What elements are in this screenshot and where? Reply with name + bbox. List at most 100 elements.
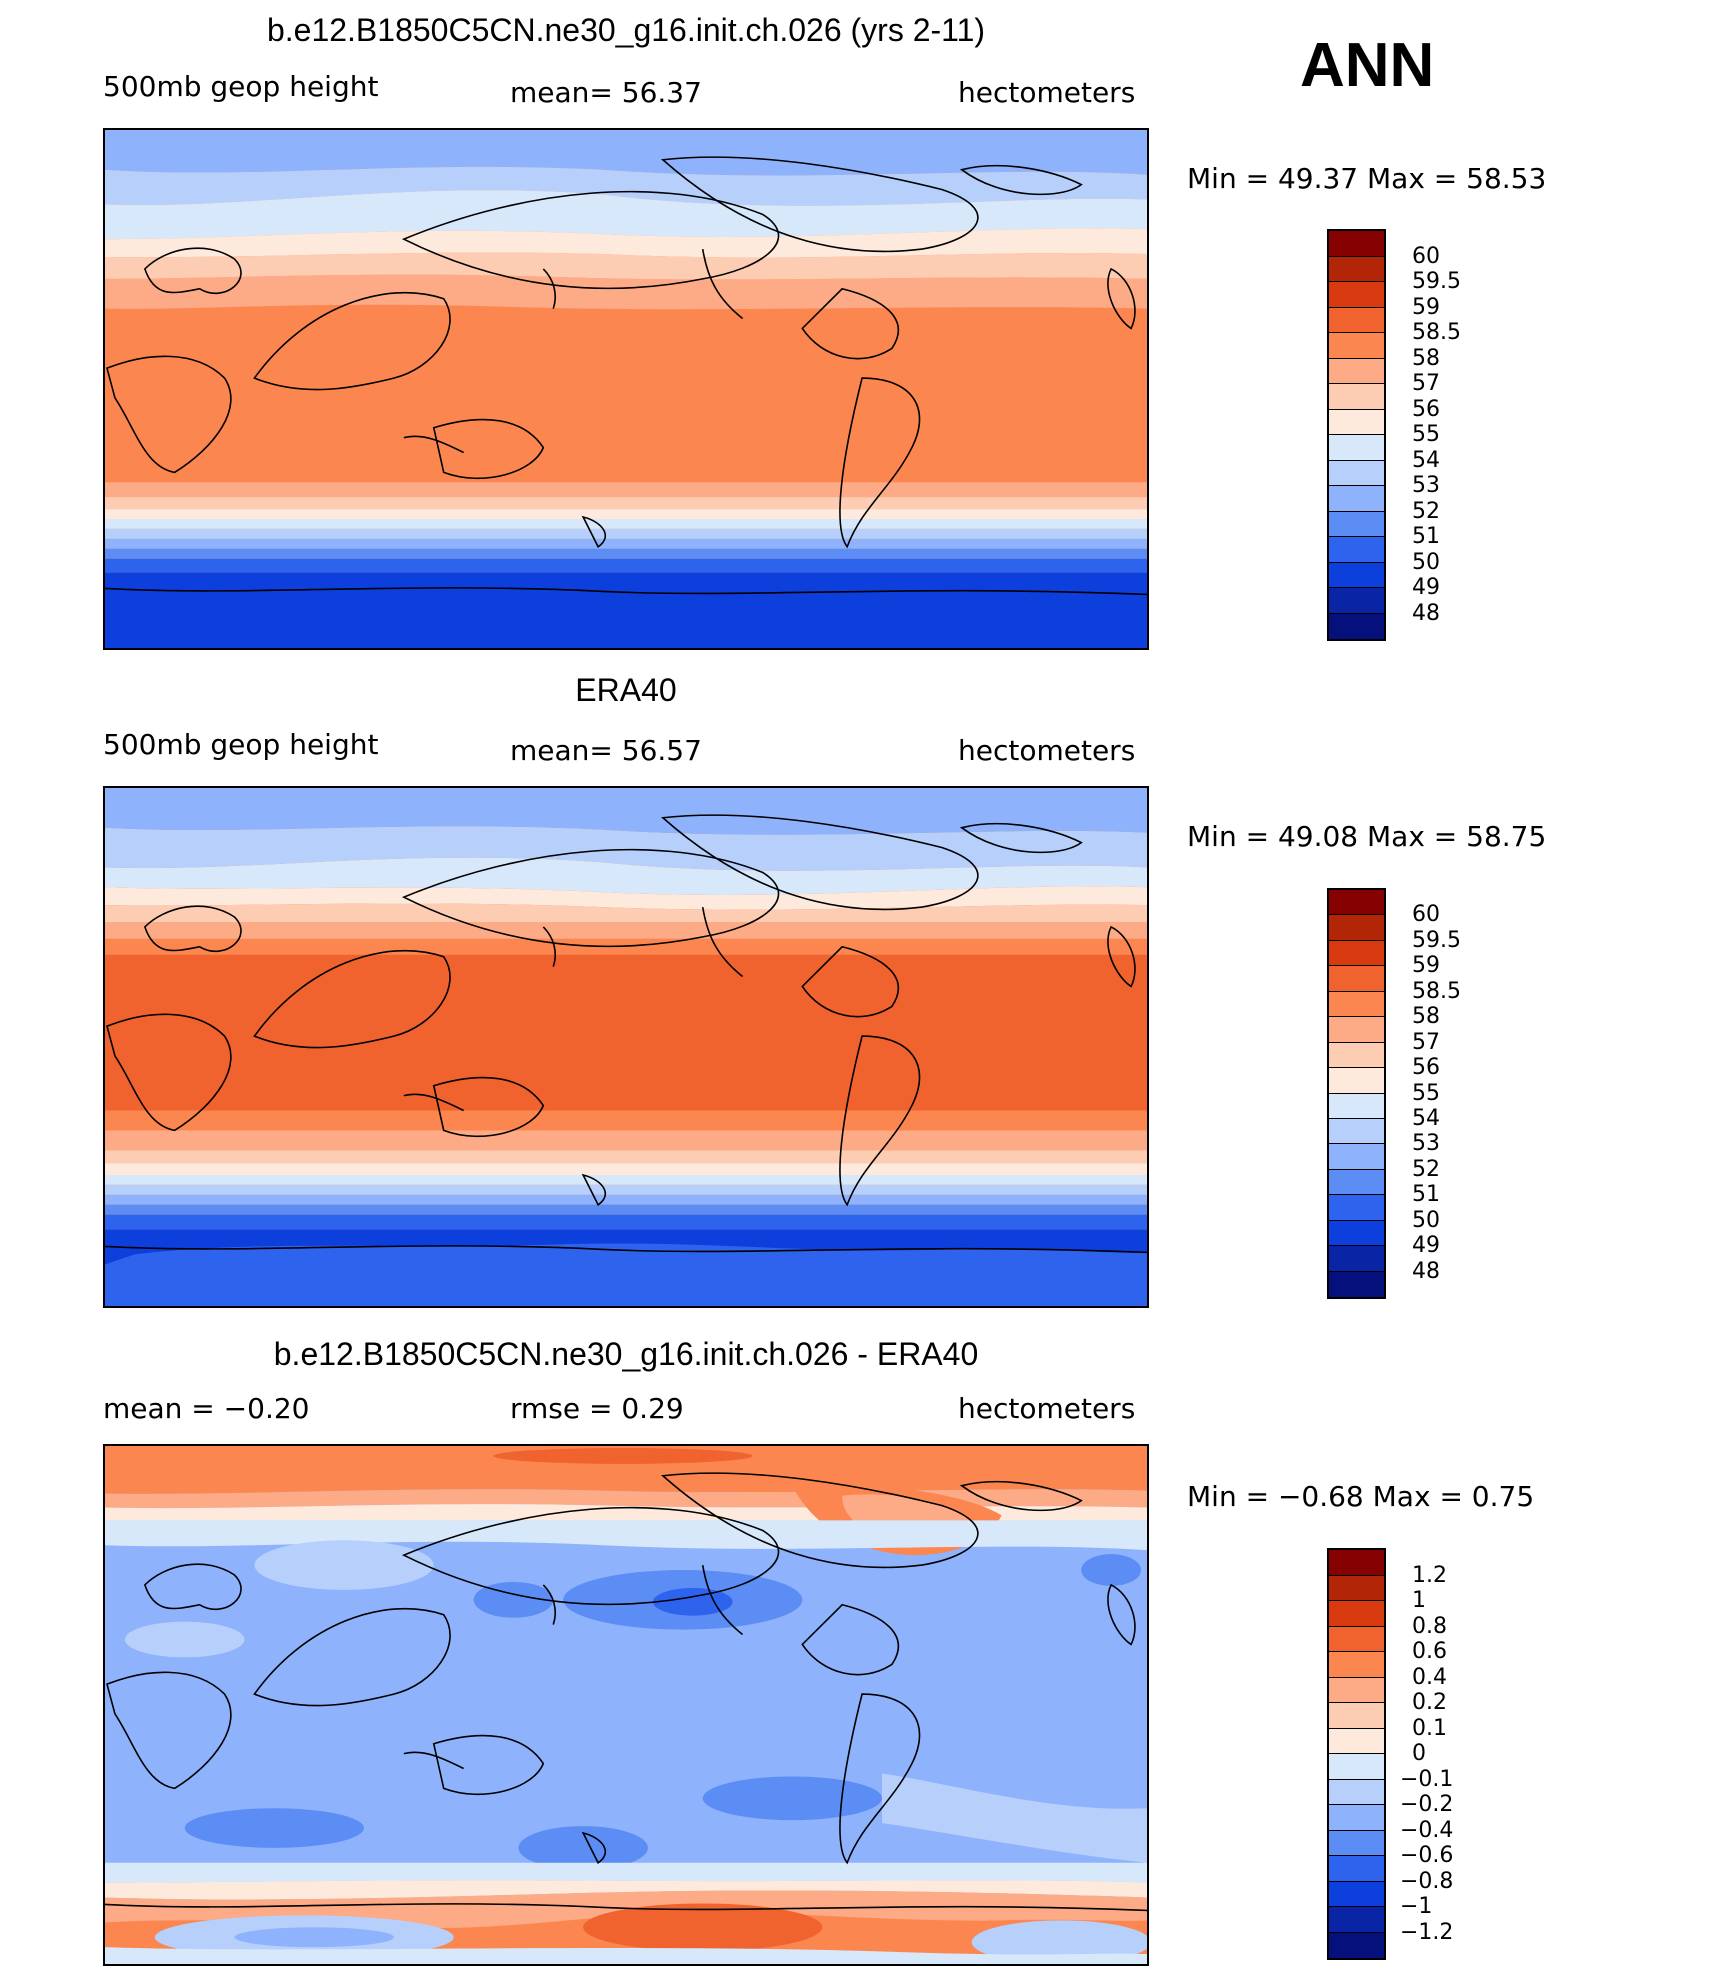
panel1-mean-label: mean= 56.37 bbox=[510, 76, 702, 109]
colorbar-level-label: 59 bbox=[1412, 294, 1440, 320]
colorbar-swatch bbox=[1329, 1907, 1384, 1933]
colorbar-swatch bbox=[1329, 1068, 1384, 1094]
panel1-title: b.e12.B1850C5CN.ne30_g16.init.ch.026 (yr… bbox=[266, 12, 986, 48]
panel2-units-label: hectometers bbox=[958, 734, 1136, 767]
colorbar-level-label: 48 bbox=[1412, 600, 1440, 626]
panel2-map-svg bbox=[105, 788, 1147, 1306]
colorbar-level-label: −0.8 bbox=[1400, 1868, 1454, 1894]
colorbar-swatch bbox=[1329, 1754, 1384, 1780]
colorbar-swatch bbox=[1329, 1881, 1384, 1907]
panel3-map-svg bbox=[105, 1446, 1147, 1964]
colorbar-swatch bbox=[1329, 282, 1384, 308]
colorbar-swatch bbox=[1329, 915, 1384, 941]
colorbar-swatch bbox=[1329, 256, 1384, 282]
colorbar-swatch bbox=[1329, 562, 1384, 588]
colorbar-swatch bbox=[1329, 1601, 1384, 1627]
colorbar-level-label: 49 bbox=[1412, 1233, 1440, 1259]
panel1-variable-label: 500mb geop height bbox=[103, 70, 379, 103]
colorbar-swatch bbox=[1329, 1220, 1384, 1247]
colorbar-level-label: 49 bbox=[1412, 575, 1440, 600]
panel3-units-label: hectometers bbox=[958, 1392, 1136, 1425]
panel3-anomalies bbox=[105, 1446, 1147, 1964]
panel3-title: b.e12.B1850C5CN.ne30_g16.init.ch.026 - E… bbox=[273, 1336, 979, 1372]
panel2-map bbox=[103, 786, 1149, 1308]
colorbar-swatch bbox=[1329, 333, 1384, 359]
colorbar-swatch bbox=[1329, 1118, 1384, 1145]
colorbar-swatch bbox=[1329, 511, 1384, 537]
colorbar-swatch bbox=[1329, 460, 1384, 486]
colorbar-level-label: 56 bbox=[1412, 1055, 1440, 1081]
panel2-min-max: Min = 49.08 Max = 58.75 bbox=[1187, 820, 1547, 853]
colorbar-swatch bbox=[1329, 1575, 1384, 1601]
colorbar-level-label: 0.6 bbox=[1412, 1639, 1447, 1664]
panel3-min-max: Min = −0.68 Max = 0.75 bbox=[1187, 1480, 1535, 1513]
colorbar-level-label: 0.1 bbox=[1412, 1715, 1447, 1741]
colorbar-level-label: −1.2 bbox=[1400, 1919, 1454, 1945]
colorbar-swatch bbox=[1329, 384, 1384, 410]
colorbar-swatch bbox=[1329, 1932, 1384, 1958]
colorbar-level-label: 59 bbox=[1412, 953, 1440, 979]
colorbar-level-label: 55 bbox=[1412, 422, 1440, 447]
colorbar-level-label: 0.2 bbox=[1412, 1690, 1447, 1715]
colorbar-level-label: 60 bbox=[1412, 902, 1440, 928]
panel2-variable-label: 500mb geop height bbox=[103, 728, 379, 761]
colorbar-level-label: 48 bbox=[1412, 1258, 1440, 1284]
colorbar-swatch bbox=[1329, 588, 1384, 614]
colorbar-level-label: 55 bbox=[1412, 1080, 1440, 1106]
panel1-bands bbox=[105, 130, 1147, 648]
colorbar-swatch bbox=[1329, 1271, 1384, 1297]
panel3-mean-label: mean = −0.20 bbox=[103, 1392, 310, 1425]
colorbar-level-label: 59.5 bbox=[1412, 927, 1461, 953]
colorbar-level-label: 0.8 bbox=[1412, 1613, 1447, 1639]
panel1-min-max: Min = 49.37 Max = 58.53 bbox=[1187, 162, 1547, 195]
colorbar-swatch bbox=[1329, 1169, 1384, 1196]
panel2-title: ERA40 bbox=[575, 672, 677, 708]
colorbar-swatch bbox=[1329, 1677, 1384, 1703]
colorbar-swatch bbox=[1329, 1703, 1384, 1729]
colorbar-level-label: 56 bbox=[1412, 396, 1440, 422]
panel3-rmse-label: rmse = 0.29 bbox=[510, 1392, 684, 1425]
colorbar-swatch bbox=[1329, 1550, 1384, 1576]
panel2-coastlines bbox=[105, 814, 1147, 1254]
colorbar-level-label: −0.4 bbox=[1400, 1817, 1454, 1843]
panel2-bands bbox=[105, 788, 1147, 1306]
colorbar-swatch bbox=[1329, 1728, 1384, 1754]
colorbar-level-label: −1 bbox=[1400, 1894, 1433, 1919]
colorbar-level-label: 51 bbox=[1412, 524, 1440, 549]
colorbar-level-label: 52 bbox=[1412, 1156, 1440, 1182]
colorbar-level-label: 58 bbox=[1412, 1004, 1440, 1030]
colorbar-swatch bbox=[1329, 486, 1384, 512]
colorbar-swatch bbox=[1329, 613, 1384, 639]
colorbar-swatch bbox=[1329, 435, 1384, 461]
panel1-colorbar bbox=[1327, 229, 1386, 641]
colorbar-level-label: 52 bbox=[1412, 498, 1440, 524]
colorbar-swatch bbox=[1329, 409, 1384, 435]
panel1-map-svg bbox=[105, 130, 1147, 648]
colorbar-swatch bbox=[1329, 940, 1384, 967]
panel3-map bbox=[103, 1444, 1149, 1966]
colorbar-swatch bbox=[1329, 307, 1384, 333]
colorbar-level-label: 54 bbox=[1412, 447, 1440, 473]
colorbar-swatch bbox=[1329, 1626, 1384, 1652]
colorbar-swatch bbox=[1329, 1830, 1384, 1856]
colorbar-swatch bbox=[1329, 1652, 1384, 1678]
colorbar-level-label: 54 bbox=[1412, 1105, 1440, 1131]
colorbar-level-label: 60 bbox=[1412, 243, 1440, 269]
colorbar-level-label: −0.2 bbox=[1400, 1792, 1454, 1817]
panel3-coastlines bbox=[105, 1472, 1147, 1912]
panel1-coastlines bbox=[105, 156, 1147, 596]
colorbar-swatch bbox=[1329, 1093, 1384, 1119]
colorbar-swatch bbox=[1329, 991, 1384, 1018]
colorbar-level-label: 58 bbox=[1412, 345, 1440, 371]
colorbar-swatch bbox=[1329, 890, 1384, 916]
panel3-colorbar bbox=[1327, 1548, 1386, 1960]
colorbar-swatch bbox=[1329, 1144, 1384, 1170]
colorbar-level-label: 57 bbox=[1412, 1029, 1440, 1055]
colorbar-level-label: 50 bbox=[1412, 549, 1440, 575]
colorbar-level-label: 58.5 bbox=[1412, 978, 1461, 1004]
colorbar-swatch bbox=[1329, 537, 1384, 563]
colorbar-level-label: 51 bbox=[1412, 1182, 1440, 1208]
colorbar-level-label: 59.5 bbox=[1412, 269, 1461, 294]
colorbar-swatch bbox=[1329, 1805, 1384, 1831]
colorbar-level-label: 1.2 bbox=[1412, 1562, 1447, 1588]
